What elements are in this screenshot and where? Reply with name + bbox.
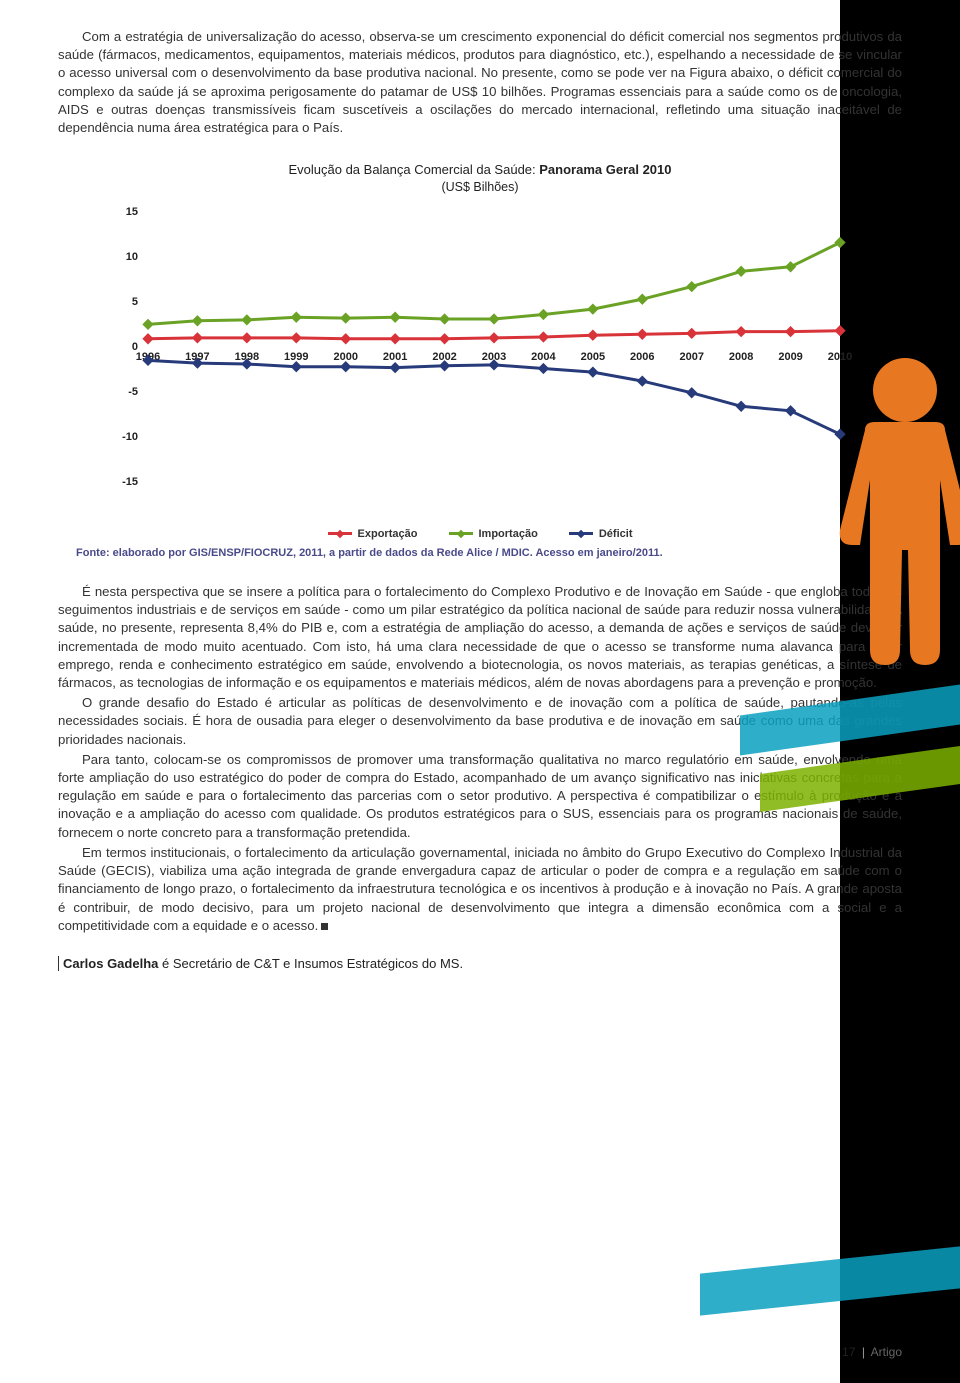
line-chart: -15-10-505101519961997199819992000200120… (100, 201, 860, 521)
svg-text:5: 5 (132, 296, 138, 308)
decor-stripe-blue-2 (700, 1246, 960, 1315)
legend-deficit-label: Déficit (599, 528, 633, 540)
legend-exportacao: Exportação (328, 527, 418, 542)
svg-text:-10: -10 (122, 431, 138, 443)
intro-paragraphs: Com a estratégia de universalização do a… (58, 28, 902, 137)
paragraph: É nesta perspectiva que se insere a polí… (58, 583, 902, 692)
body-paragraphs: É nesta perspectiva que se insere a polí… (58, 583, 902, 935)
author-line: Carlos Gadelha é Secretário de C&T e Ins… (58, 955, 902, 973)
legend-deficit: Déficit (569, 527, 633, 542)
page-footer: 17 | Artigo (842, 1345, 902, 1359)
legend-exportacao-label: Exportação (358, 528, 418, 540)
paragraph: Com a estratégia de universalização do a… (58, 28, 902, 137)
paragraph: Em termos institucionais, o fortalecimen… (58, 844, 902, 935)
chart-container: Evolução da Balança Comercial da Saúde: … (58, 161, 902, 561)
section-label: Artigo (871, 1345, 902, 1359)
svg-text:2006: 2006 (630, 351, 654, 363)
svg-text:10: 10 (126, 251, 138, 263)
chart-source: Fonte: elaborado por GIS/ENSP/FIOCRUZ, 2… (76, 546, 902, 561)
svg-text:2009: 2009 (778, 351, 802, 363)
svg-text:2001: 2001 (383, 351, 407, 363)
author-role: é Secretário de C&T e Insumos Estratégic… (158, 956, 463, 971)
legend-importacao-label: Importação (479, 528, 538, 540)
legend-importacao: Importação (449, 527, 538, 542)
chart-title: Evolução da Balança Comercial da Saúde: … (58, 161, 902, 179)
person-icon (820, 350, 960, 670)
chart-title-bold: Panorama Geral 2010 (539, 162, 671, 177)
svg-text:2007: 2007 (679, 351, 703, 363)
end-square-icon (321, 923, 328, 930)
svg-text:2008: 2008 (729, 351, 753, 363)
chart-subtitle: (US$ Bilhões) (58, 179, 902, 196)
chart-title-prefix: Evolução da Balança Comercial da Saúde: (288, 162, 539, 177)
svg-text:-15: -15 (122, 476, 138, 488)
author-name: Carlos Gadelha (63, 956, 158, 971)
svg-text:2004: 2004 (531, 351, 556, 363)
svg-text:2005: 2005 (581, 351, 605, 363)
svg-text:-5: -5 (128, 386, 138, 398)
page-number: 17 (842, 1345, 855, 1359)
chart-legend: Exportação Importação Déficit (58, 527, 902, 542)
svg-text:15: 15 (126, 206, 138, 218)
